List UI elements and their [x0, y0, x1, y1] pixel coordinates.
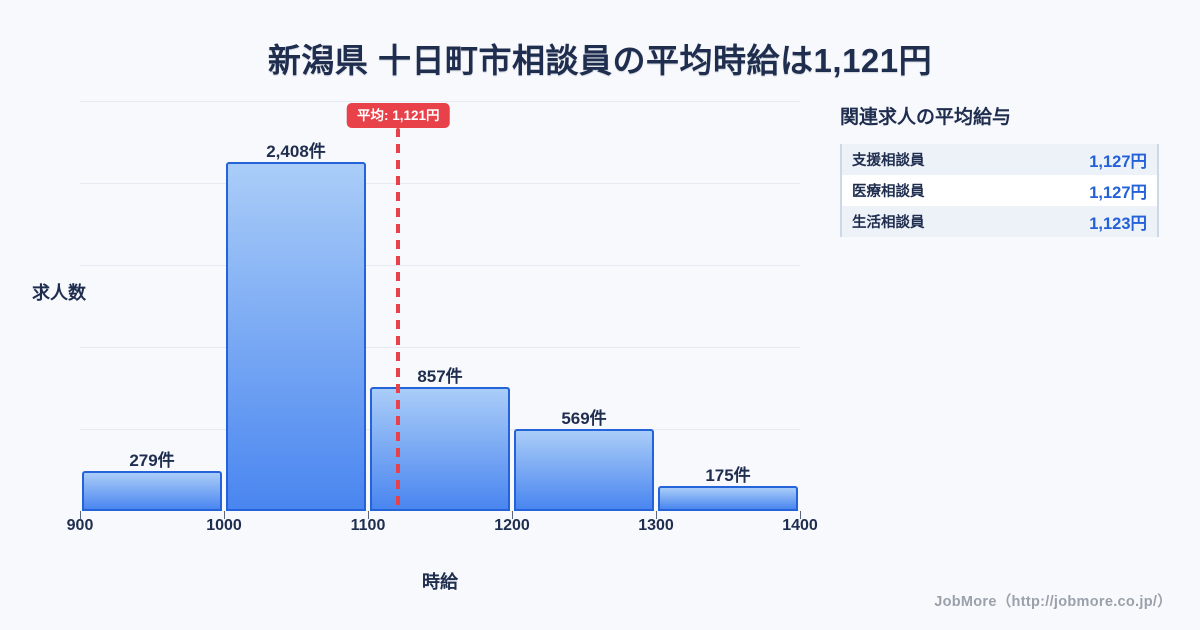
bar-value-label: 569件 — [561, 409, 607, 428]
gridline — [80, 183, 800, 184]
histogram-bar — [514, 429, 654, 511]
salary-value: 1,123円 — [1089, 214, 1147, 233]
job-label: 生活相談員 — [852, 215, 925, 231]
x-tick — [655, 511, 657, 519]
table-row: 医療相談員 1,127円 — [842, 175, 1157, 206]
table-row: 生活相談員 1,123円 — [842, 206, 1157, 237]
job-label: 支援相談員 — [852, 153, 925, 169]
gridline — [80, 101, 800, 102]
bar-value-label: 2,408件 — [266, 142, 326, 161]
x-tick-label: 1200 — [494, 517, 530, 534]
x-tick-label: 1100 — [350, 517, 386, 534]
x-tick — [79, 511, 81, 519]
histogram-bar — [658, 486, 798, 511]
salary-table: 支援相談員 1,127円 医療相談員 1,127円 生活相談員 1,123円 — [840, 144, 1159, 237]
x-tick — [223, 511, 225, 519]
bar-value-label: 175件 — [705, 466, 751, 485]
gridline — [80, 347, 800, 348]
y-axis-label: 求人数 — [32, 283, 86, 303]
histogram-plot-area: 279件 2,408件 857件 569件 175件 900 1000 1100 1200 130… — [67, 101, 818, 534]
x-tick — [511, 511, 513, 519]
footer-credit: JobMore（http://jobmore.co.jp/） — [934, 594, 1172, 610]
table-row: 支援相談員 1,127円 — [842, 144, 1157, 175]
side-panel-title: 関連求人の平均給与 — [840, 107, 1012, 128]
salary-value: 1,127円 — [1089, 183, 1147, 202]
x-tick-label: 900 — [66, 517, 94, 534]
x-axis-label: 時給 — [422, 572, 458, 592]
x-tick-label: 1000 — [206, 517, 242, 534]
x-tick — [367, 511, 369, 519]
histogram-bar — [226, 162, 366, 511]
bar-value-label: 857件 — [417, 367, 463, 386]
average-badge: 平均: 1,121円 — [346, 103, 450, 128]
histogram-bar — [82, 471, 222, 511]
job-label: 医療相談員 — [852, 184, 925, 200]
page-title: 新潟県 十日町市相談員の平均時給は1,121円 — [267, 42, 933, 79]
average-line — [396, 128, 401, 511]
bar-value-label: 279件 — [129, 451, 175, 470]
histogram-bar — [370, 387, 510, 511]
salary-value: 1,127円 — [1089, 152, 1147, 171]
x-tick-label: 1300 — [638, 517, 674, 534]
x-tick-label: 1400 — [782, 517, 818, 534]
gridline — [80, 265, 800, 266]
x-tick — [799, 511, 801, 519]
